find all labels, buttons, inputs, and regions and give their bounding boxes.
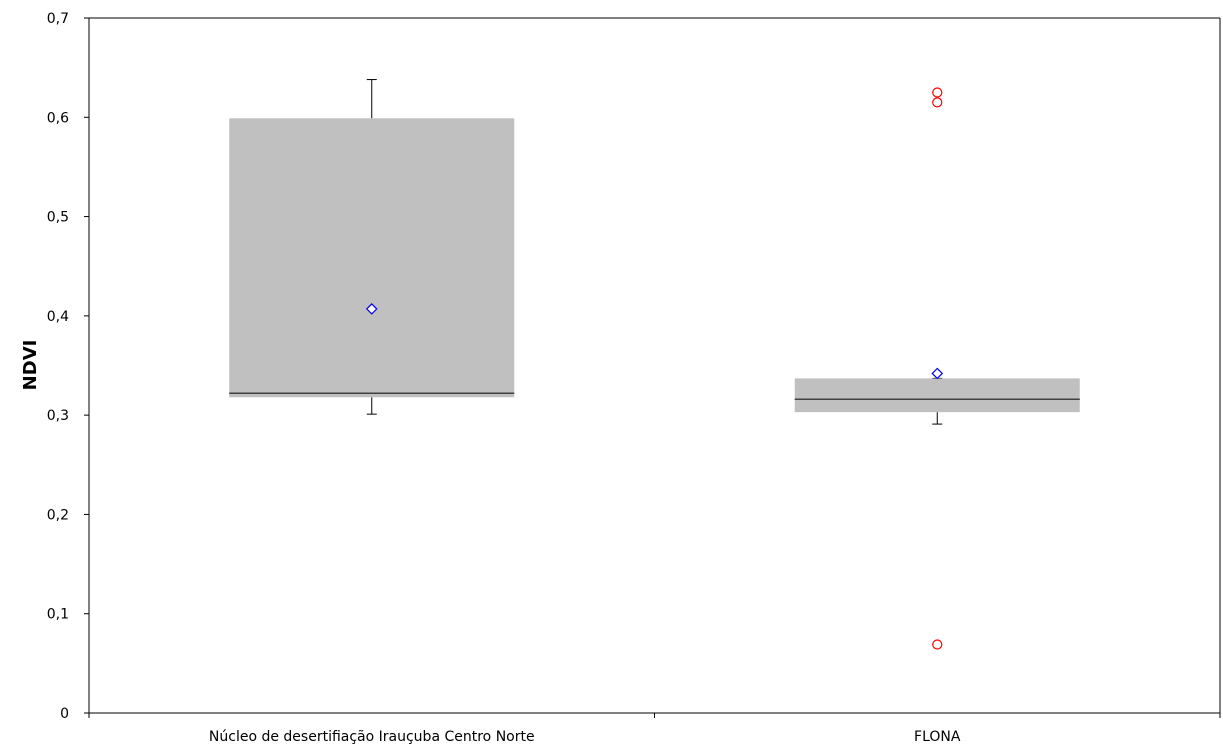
boxes [229, 79, 1080, 650]
mean-marker [365, 303, 378, 315]
box-group [794, 87, 1080, 650]
outlier-point [932, 97, 943, 108]
y-tick-label: 0,4 [47, 309, 69, 325]
y-axis-title: NDVI [20, 340, 41, 391]
box-iqr [794, 378, 1080, 413]
x-category-label: FLONA [914, 729, 961, 745]
outlier-point [932, 87, 943, 98]
y-tick-label: 0,5 [47, 210, 69, 226]
y-tick-label: 0,3 [47, 408, 69, 424]
y-tick-label: 0,2 [47, 507, 69, 523]
category-labels: Núcleo de desertifiação Irauçuba Centro … [209, 729, 961, 745]
y-tick-label: 0,7 [47, 11, 69, 27]
mean-marker [931, 367, 944, 380]
y-tick-label: 0 [60, 706, 69, 722]
outlier-point [932, 639, 943, 650]
axes [88, 17, 1221, 718]
box-group [229, 79, 515, 415]
x-category-label: Núcleo de desertifiação Irauçuba Centro … [209, 729, 535, 745]
y-ticks: 0 0,1 0,2 0,3 0,4 0,5 0,6 0,7 [47, 11, 89, 722]
y-tick-label: 0,6 [47, 110, 69, 126]
y-tick-label: 0,1 [47, 607, 69, 623]
box-iqr [229, 118, 515, 398]
